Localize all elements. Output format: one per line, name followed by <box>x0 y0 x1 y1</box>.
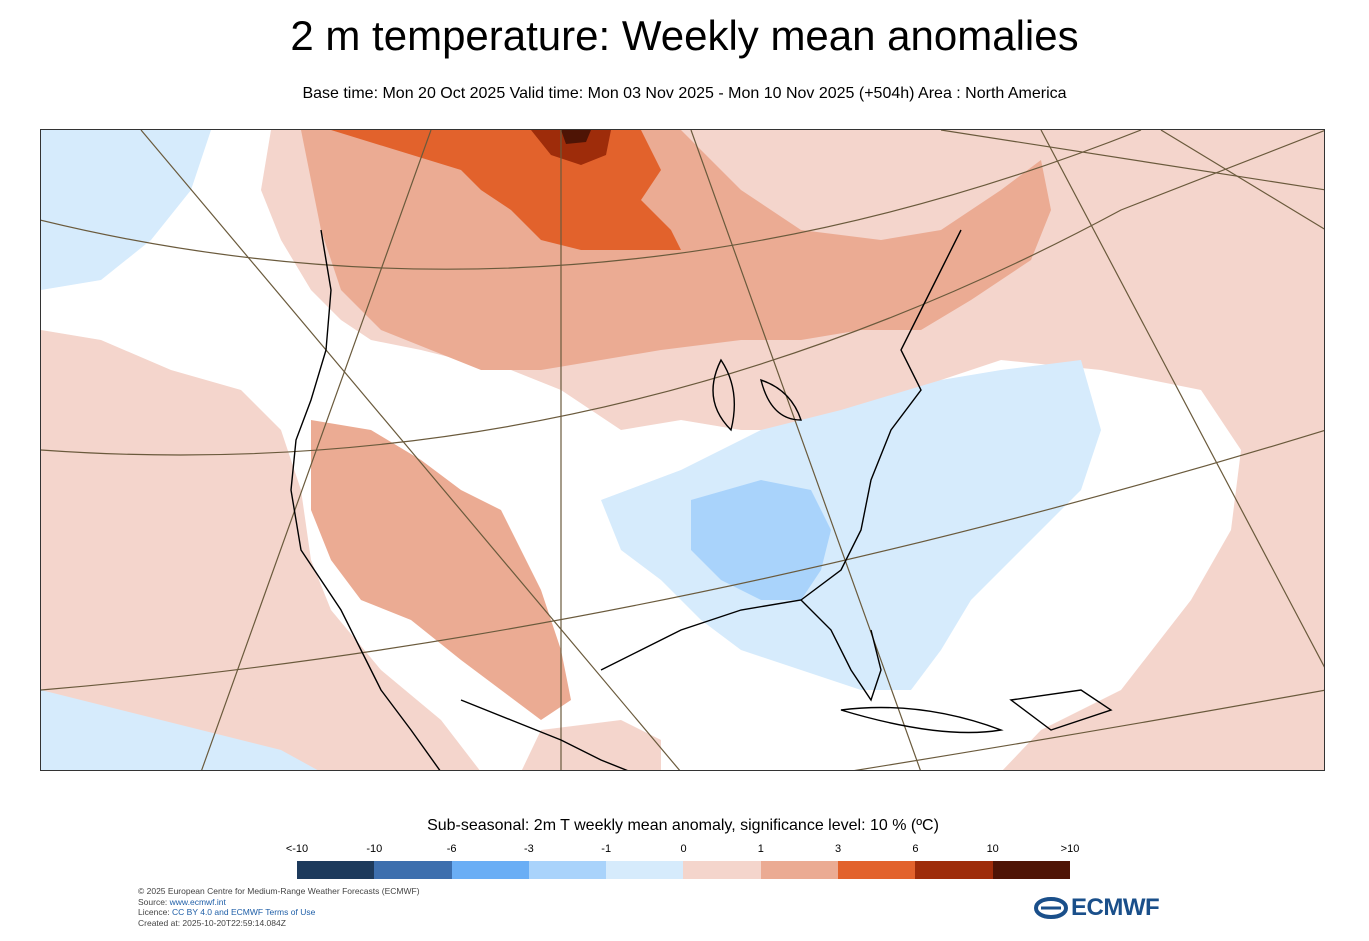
warm-anomaly-extreme <box>561 130 591 144</box>
ecmwf-logo-text: ECMWF <box>1071 894 1160 921</box>
legend-swatch <box>760 861 839 879</box>
legend-swatch <box>528 861 607 879</box>
ecmwf-logo[interactable]: ECMWF <box>1034 894 1160 922</box>
legend-tick: 3 <box>835 843 842 855</box>
legend-tick: 10 <box>986 843 999 855</box>
legend-tick: <-10 <box>285 843 309 855</box>
licence-line: Licence: CC BY 4.0 and ECMWF Terms of Us… <box>138 907 420 918</box>
source-link[interactable]: www.ecmwf.int <box>169 896 226 907</box>
legend-swatch <box>838 861 916 879</box>
source-label: Source: <box>138 896 170 907</box>
legend-tick: 6 <box>912 843 919 855</box>
legend-tick: -10 <box>366 843 383 855</box>
legend-swatch <box>297 861 375 879</box>
legend-tick: 1 <box>757 843 764 855</box>
source-line: Source: www.ecmwf.int <box>138 897 420 908</box>
copyright-line: © 2025 European Centre for Medium-Range … <box>138 886 420 896</box>
legend-swatch <box>606 861 684 879</box>
map-canvas <box>41 130 1324 770</box>
legend-swatch <box>451 861 529 879</box>
legend-swatch <box>683 861 761 879</box>
graticule <box>41 130 1324 770</box>
legend-colorbar <box>297 861 1070 879</box>
chart-title: 2 m temperature: Weekly mean anomalies <box>290 12 1079 59</box>
legend-swatch <box>915 861 993 879</box>
legend-swatch <box>992 861 1070 879</box>
legend-tick: 0 <box>680 843 687 855</box>
legend-swatch <box>374 861 452 879</box>
created-line: Created at: 2025-10-20T22:59:14.084Z <box>138 917 286 928</box>
legend-ticks: <-10 -10 -6 -3 -1 0 1 3 6 10 >10 <box>286 842 1080 856</box>
licence-label: Licence: <box>138 907 173 917</box>
cold-anomaly-medium <box>691 480 831 600</box>
ecmwf-logo-icon <box>1034 897 1068 919</box>
legend-tick: -3 <box>524 843 534 855</box>
warm-anomaly-very-strong <box>531 130 611 165</box>
cold-anomaly-light <box>41 130 1101 770</box>
legend-tick: -1 <box>601 843 612 855</box>
legend-title: Sub-seasonal: 2m T weekly mean anomaly, … <box>427 817 939 834</box>
legend-tick: -6 <box>446 843 457 855</box>
licence-link[interactable]: CC BY 4.0 and ECMWF Terms of Use <box>172 907 316 917</box>
anomaly-map <box>40 129 1325 771</box>
legend-tick: >10 <box>1060 843 1080 855</box>
coastlines <box>290 229 1113 770</box>
credits: © 2025 European Centre for Medium-Range … <box>138 886 420 928</box>
chart-subtitle: Base time: Mon 20 Oct 2025 Valid time: M… <box>302 85 1067 102</box>
